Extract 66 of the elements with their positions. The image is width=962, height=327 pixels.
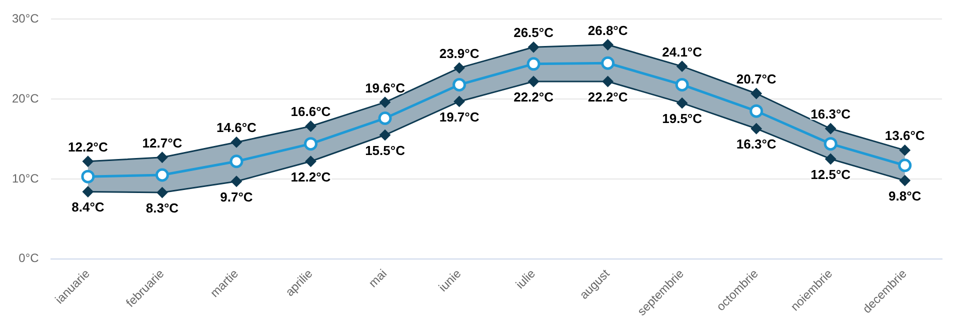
y-tick-label: 0°C xyxy=(18,251,40,266)
data-label: 15.5°C xyxy=(365,143,406,158)
point xyxy=(81,170,95,184)
point xyxy=(601,56,615,70)
point xyxy=(528,42,540,53)
data-label: 16.3°C xyxy=(736,136,777,152)
point xyxy=(454,96,465,107)
data-label: 16.6°C xyxy=(290,104,332,120)
point xyxy=(750,88,762,99)
point xyxy=(155,168,169,182)
point xyxy=(230,136,242,148)
point xyxy=(899,175,910,186)
data-label: 26.5°C xyxy=(514,25,554,40)
data-label: 19.5°C xyxy=(662,111,703,126)
point xyxy=(899,144,910,156)
data-label: 22.2°C xyxy=(588,90,628,105)
data-label: 12.2°C xyxy=(290,169,332,184)
point xyxy=(750,104,764,118)
point xyxy=(676,60,688,72)
data-label: 12.2°C xyxy=(68,139,108,154)
data-label: 14.6°C xyxy=(216,120,258,136)
data-label: 8.4°C xyxy=(72,200,105,215)
y-tick-label: 30°C xyxy=(12,12,40,26)
point xyxy=(230,176,242,187)
point xyxy=(380,130,391,141)
point xyxy=(825,123,836,134)
data-label: 8.3°C xyxy=(146,200,180,216)
data-label: 9.7°C xyxy=(220,189,254,204)
point xyxy=(824,137,838,151)
point xyxy=(676,98,688,109)
data-label: 13.6°C xyxy=(884,128,926,144)
point xyxy=(675,78,689,92)
data-label: 22.2°C xyxy=(514,90,554,105)
point xyxy=(305,156,316,167)
data-label: 23.9°C xyxy=(439,46,480,61)
data-label: 19.7°C xyxy=(439,109,480,124)
y-tick-label: 20°C xyxy=(12,91,40,106)
point xyxy=(156,152,168,163)
data-label: 19.6°C xyxy=(365,80,406,96)
data-label: 16.3°C xyxy=(810,106,852,122)
point xyxy=(454,62,465,74)
point xyxy=(526,57,540,71)
data-label: 26.8°C xyxy=(588,22,628,38)
point xyxy=(380,96,391,108)
data-label: 20.7°C xyxy=(736,71,777,86)
point xyxy=(602,76,614,88)
point xyxy=(156,187,168,198)
point xyxy=(750,123,762,134)
point xyxy=(898,158,912,172)
point xyxy=(378,112,392,126)
data-label: 24.1°C xyxy=(662,44,703,60)
point xyxy=(528,76,540,88)
point xyxy=(304,137,318,151)
point xyxy=(452,78,466,92)
point xyxy=(82,156,94,167)
x-tick-label: iulie xyxy=(513,266,538,292)
data-label: 9.8°C xyxy=(888,188,922,204)
point xyxy=(305,120,316,132)
point xyxy=(230,154,244,168)
point xyxy=(602,39,614,50)
data-label: 12.5°C xyxy=(810,166,852,182)
point xyxy=(825,153,836,164)
x-tick-label: mai xyxy=(366,266,390,290)
data-label: 12.7°C xyxy=(142,135,183,150)
y-tick-label: 10°C xyxy=(12,171,40,186)
point xyxy=(82,186,94,198)
